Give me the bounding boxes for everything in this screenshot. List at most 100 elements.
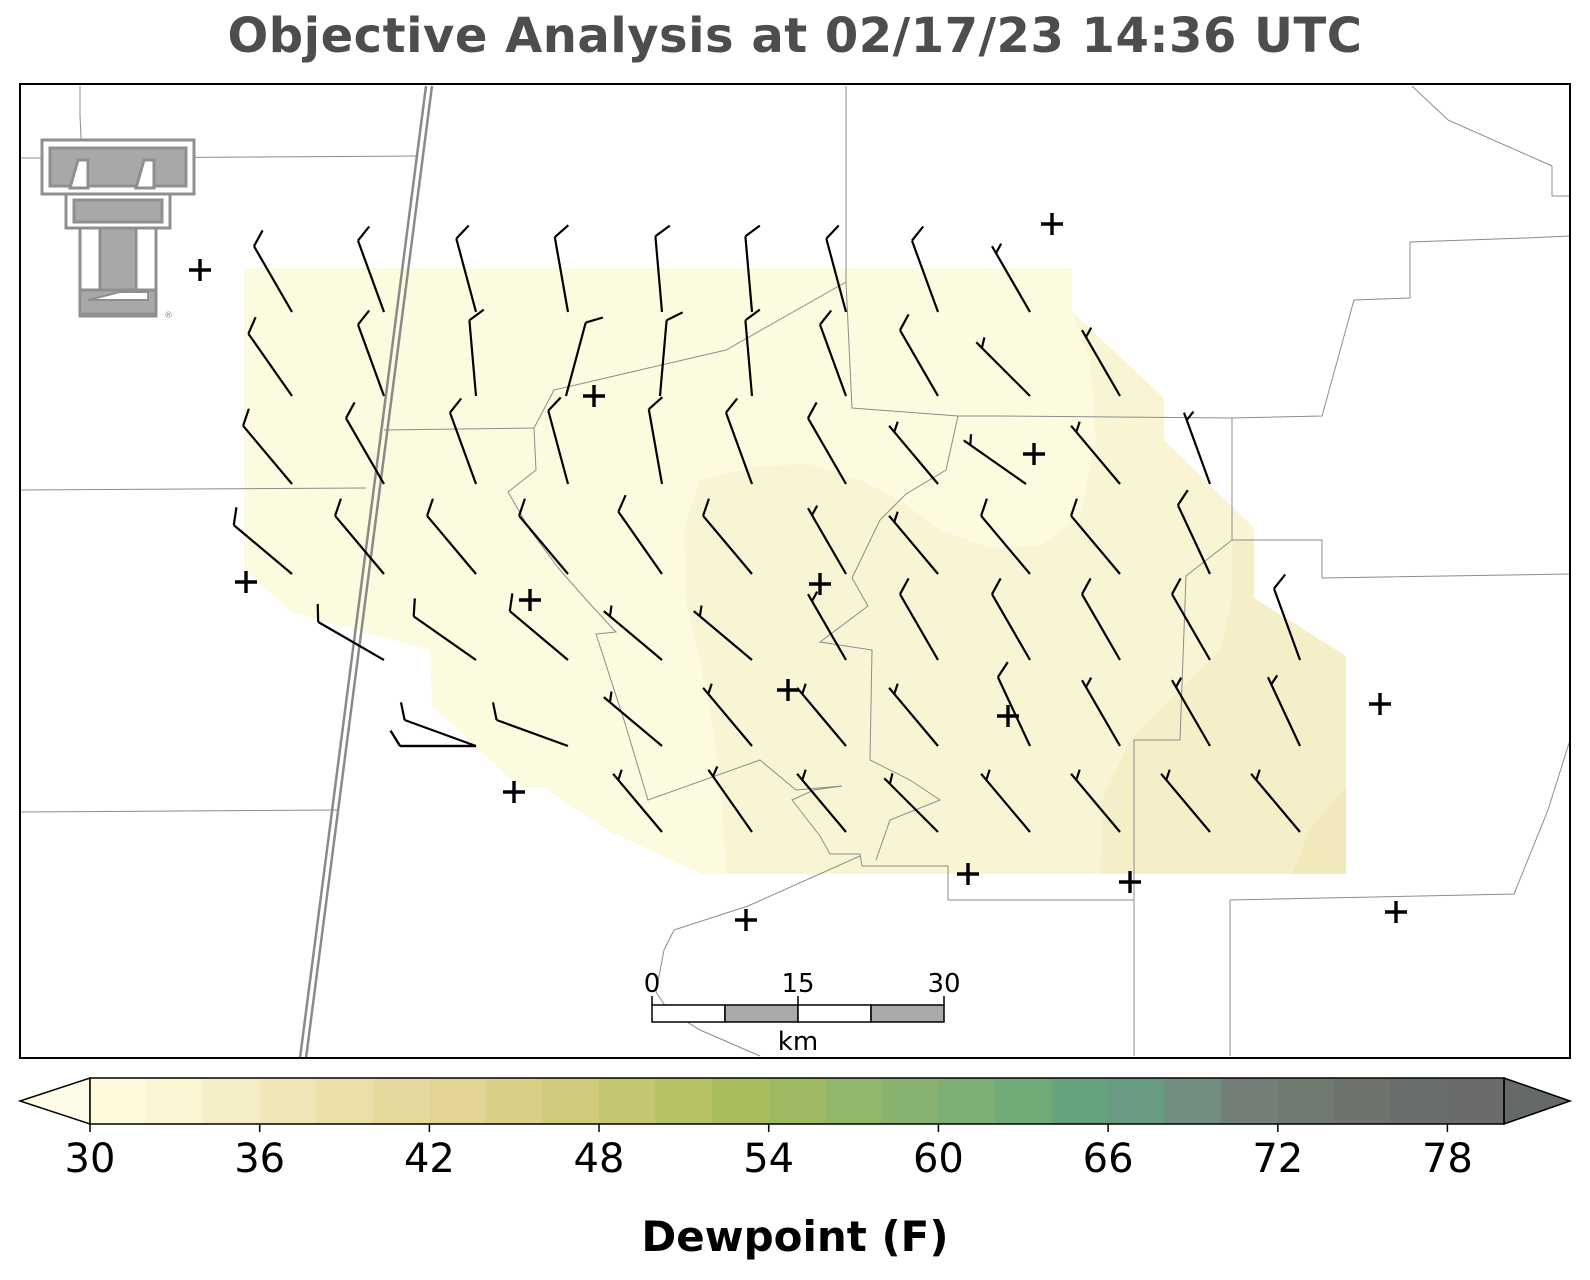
wind-barb xyxy=(707,765,753,833)
station-marker xyxy=(1385,901,1407,923)
colorbar-tick-label: 48 xyxy=(574,1136,625,1182)
colorbar-over-triangle xyxy=(1503,1076,1573,1126)
wind-barb xyxy=(1250,769,1301,833)
wind-barb xyxy=(825,224,848,313)
wind-barb xyxy=(702,498,753,575)
wind-barb xyxy=(883,773,939,833)
station-marker xyxy=(1369,693,1391,715)
wind-barb xyxy=(888,683,939,747)
wind-barb xyxy=(996,661,1031,747)
wind-barb xyxy=(1070,421,1121,485)
wind-barb xyxy=(247,316,293,397)
wind-barb xyxy=(232,507,293,575)
scale-tick-15: 15 xyxy=(781,969,814,999)
colorbar-bin xyxy=(938,1078,996,1124)
wind-barb xyxy=(647,396,664,485)
colorbar-bin xyxy=(599,1078,657,1124)
colorbar-bin xyxy=(485,1078,544,1124)
colorbar-tick-label: 60 xyxy=(913,1136,964,1182)
station-marker xyxy=(809,573,831,595)
wind-barb xyxy=(455,224,478,313)
colorbar-bin xyxy=(1334,1078,1392,1124)
colorbar-bin xyxy=(1164,1078,1222,1124)
colorbar-tick-label: 78 xyxy=(1422,1136,1473,1182)
wind-barb xyxy=(702,683,753,747)
wind-barb xyxy=(654,224,671,313)
wind-barb xyxy=(693,605,753,661)
wind-barb xyxy=(910,225,940,313)
colorbar-bin xyxy=(372,1078,430,1124)
wind-barbs xyxy=(232,224,1302,833)
colorbar-bin xyxy=(90,1078,148,1124)
colorbar: 30 36 42 48 54 60 66 72 78 xyxy=(17,1076,1573,1182)
map-frame xyxy=(19,83,1571,1059)
colorbar-bin xyxy=(825,1078,883,1124)
wind-barb xyxy=(807,505,847,575)
colorbar-tick-label: 42 xyxy=(404,1136,455,1182)
station-marker xyxy=(777,679,799,701)
colorbar-bin xyxy=(1221,1078,1279,1124)
wind-barb xyxy=(658,311,684,397)
colorbar-bin xyxy=(1277,1078,1335,1124)
station-marker xyxy=(503,781,525,803)
station-marker xyxy=(1119,871,1141,893)
wind-barb xyxy=(356,225,386,313)
wind-barb xyxy=(426,498,477,575)
wind-barb xyxy=(412,598,477,661)
svg-text:®: ® xyxy=(164,311,173,321)
colorbar-label: Dewpoint (F) xyxy=(641,1212,949,1261)
wind-barb xyxy=(744,224,761,313)
wind-barb xyxy=(399,702,477,748)
map-panel xyxy=(19,84,1571,1059)
station-marker xyxy=(1041,213,1063,235)
wind-barb xyxy=(448,397,478,485)
colorbar-tick-label: 66 xyxy=(1083,1136,1134,1182)
wind-barb xyxy=(899,577,939,661)
colorbar-bin xyxy=(1108,1078,1166,1124)
wind-barb xyxy=(963,434,1027,485)
wind-barb xyxy=(991,577,1031,661)
wind-barb xyxy=(1182,410,1212,485)
station-marker xyxy=(189,259,211,281)
wind-barb xyxy=(899,313,939,397)
wind-barb xyxy=(345,401,385,485)
wind-barb xyxy=(612,769,663,833)
wind-barb xyxy=(980,498,1031,575)
wind-barb xyxy=(603,691,663,747)
wind-barb xyxy=(1272,573,1302,661)
wind-barb xyxy=(564,316,604,397)
wind-barb xyxy=(1171,577,1211,661)
colorbar-bin xyxy=(712,1078,770,1124)
wind-barb xyxy=(508,593,569,661)
wind-barb xyxy=(818,309,848,397)
colorbar-bin xyxy=(1390,1078,1449,1124)
colorbar-bin xyxy=(881,1078,939,1124)
wind-barb xyxy=(1070,769,1121,833)
wind-barb xyxy=(334,498,385,575)
colorbar-bin xyxy=(259,1078,317,1124)
page-title: Objective Analysis at 02/17/23 14:36 UTC xyxy=(227,8,1363,64)
wind-barb xyxy=(518,498,569,575)
wind-barb xyxy=(807,401,847,485)
colorbar-tick-label: 36 xyxy=(234,1136,285,1182)
wind-barb xyxy=(888,511,939,575)
station-marker xyxy=(519,589,541,611)
colorbar-bin xyxy=(429,1078,487,1124)
wind-barb xyxy=(617,494,663,575)
colorbar-tick-label: 72 xyxy=(1252,1136,1303,1182)
wind-barb xyxy=(980,769,1031,833)
colorbar-bin xyxy=(316,1078,374,1124)
dewpoint-level-35 xyxy=(1100,540,1346,874)
wind-barb xyxy=(1176,489,1211,575)
wind-barb xyxy=(253,229,293,313)
station-marker xyxy=(583,385,605,407)
wind-barb xyxy=(888,421,939,485)
colorbar-bin xyxy=(542,1078,600,1124)
station-marker xyxy=(957,863,979,885)
colorbar-bin xyxy=(203,1078,261,1124)
colorbar-bin xyxy=(655,1078,713,1124)
wind-barb xyxy=(242,408,293,485)
wind-barb xyxy=(991,243,1031,313)
colorbar-bin xyxy=(768,1078,826,1124)
